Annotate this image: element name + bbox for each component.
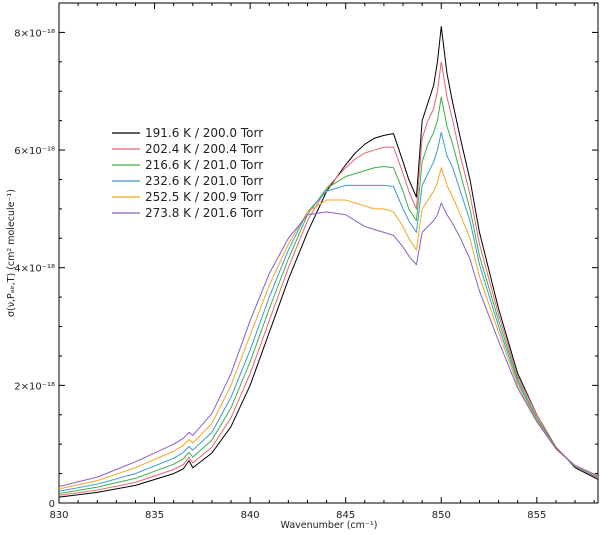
y-tick-label: 4×10⁻¹⁸ [14, 264, 55, 275]
series-line-4 [58, 167, 599, 490]
y-axis: 0 2×10⁻¹⁸ 4×10⁻¹⁸ 6×10⁻¹⁸ 8×10⁻¹⁸ [14, 28, 598, 510]
legend-label: 216.6 K / 201.0 Torr [145, 158, 263, 172]
series-line-2 [58, 96, 599, 495]
x-tick-label: 840 [241, 510, 260, 521]
y-tick-label: 0 [49, 499, 55, 510]
x-axis: 830 835 840 845 850 855 [49, 3, 595, 521]
legend-label: 273.8 K / 201.6 Torr [145, 206, 263, 220]
series-line-3 [58, 131, 599, 492]
legend-label: 191.6 K / 200.0 Torr [145, 126, 263, 140]
y-tick-label: 2×10⁻¹⁸ [14, 381, 55, 392]
x-tick-label: 845 [336, 510, 355, 521]
x-tick-label: 830 [49, 510, 68, 521]
y-tick-label: 8×10⁻¹⁸ [14, 28, 55, 39]
x-tick-label: 835 [145, 510, 164, 521]
series-line-5 [58, 202, 599, 488]
series-line-1 [58, 61, 599, 496]
x-tick-label: 855 [527, 510, 546, 521]
y-tick-label: 6×10⁻¹⁸ [14, 146, 55, 157]
series-layer [58, 26, 599, 498]
series-line-0 [58, 26, 599, 498]
x-axis-label: Wavenumber (cm⁻¹) [281, 520, 378, 531]
legend-label: 202.4 K / 200.4 Torr [145, 142, 263, 156]
legend-label: 252.5 K / 200.9 Torr [145, 190, 263, 204]
y-axis-label: σ(ν,Pₐᵢᵣ,T) (cm² molecule⁻¹) [6, 189, 17, 317]
plot-frame [58, 2, 599, 504]
legend-label: 232.6 K / 201.0 Torr [145, 174, 263, 188]
x-tick-label: 850 [432, 510, 451, 521]
legend: 191.6 K / 200.0 Torr 202.4 K / 200.4 Torr… [112, 126, 263, 220]
